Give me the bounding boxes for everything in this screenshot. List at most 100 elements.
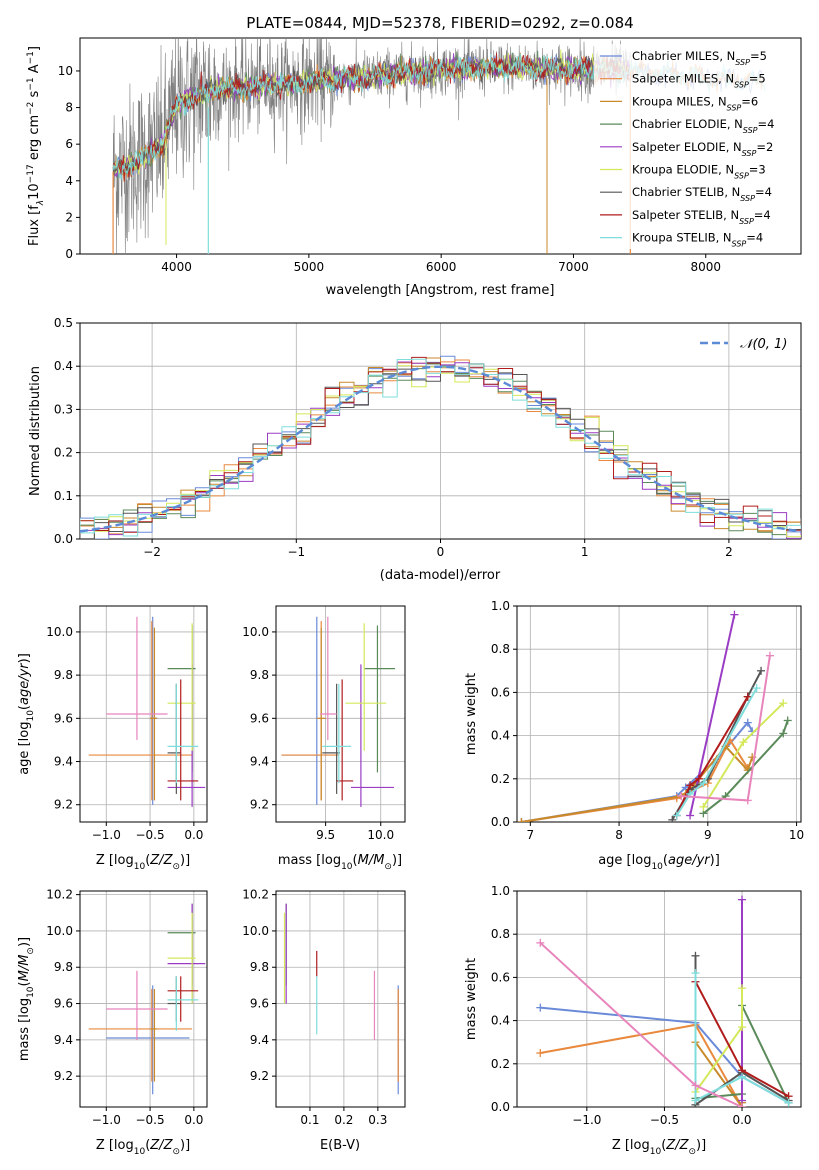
- mass-z-frame: [79, 890, 208, 1108]
- mass-z-xlabel: Z [log10(Z/Z⊙)]: [96, 1138, 190, 1157]
- y-tick-label: 9.6: [250, 711, 269, 725]
- age-mass-xlabel: mass [log10(M/M⊙)]: [278, 853, 402, 872]
- x-tick-label: 6000: [426, 260, 457, 274]
- legend-label: Chabrier ELODIE, NSSP=4: [632, 117, 774, 135]
- x-tick-label: 2: [725, 545, 733, 559]
- weight-z-frame: [516, 890, 802, 1108]
- mass-z-ylabel: mass [log10(M/M⊙)]: [17, 937, 36, 1061]
- residuals-frame: [79, 322, 802, 540]
- x-tick-label: 0.0: [184, 1113, 203, 1127]
- y-tick-label: 10: [58, 64, 73, 78]
- spectrum-plot: [112, 38, 766, 254]
- weight-z-axes: −1.0 −0.5 0.0 0.0 0.2 0.4 0.6 0.8 1.0: [491, 884, 802, 1127]
- y-tick-label: 0.8: [491, 927, 510, 941]
- series-line-krou-stelib: [675, 687, 758, 817]
- x-tick-label: 5000: [294, 260, 325, 274]
- y-tick-label: 10.2: [46, 888, 73, 902]
- y-tick-label: 9.4: [250, 1033, 269, 1047]
- y-tick-label: 6: [65, 137, 73, 151]
- series-line-chab-elodie: [702, 720, 789, 815]
- y-tick-label: 1.0: [491, 884, 510, 898]
- residuals-axes: −2 −1 0 1 2 0.0 0.1 0.2 0.3 0.4 0.5: [54, 316, 802, 559]
- y-tick-label: 0.0: [54, 532, 73, 546]
- x-tick-label: 0.3: [368, 1113, 387, 1127]
- y-tick-label: 9.6: [250, 997, 269, 1011]
- observed-spectrum: [112, 38, 631, 254]
- figure-title: PLATE=0844, MJD=52378, FIBERID=0292, z=0…: [246, 14, 633, 32]
- legend-label: 𝒩(0, 1): [740, 337, 787, 352]
- age-z-axes: −1.0 −0.5 0.0 9.2 9.4 9.6 9.8 10.0: [46, 605, 208, 842]
- mass-ebv-xlabel: E(B-V): [320, 1138, 360, 1153]
- age-z-plot: [88, 616, 206, 807]
- residuals-ylabel: Normed distribution: [28, 366, 43, 496]
- x-tick-label: 10.0: [367, 828, 394, 842]
- y-tick-label: 9.8: [54, 668, 73, 682]
- spectrum-legend: Chabrier MILES, NSSP=5 Salpeter MILES, NS…: [594, 44, 796, 249]
- y-tick-label: 0.4: [491, 729, 510, 743]
- y-tick-label: 0.1: [54, 489, 73, 503]
- y-tick-label: 0.2: [491, 1057, 510, 1071]
- x-tick-label: 0.0: [732, 1113, 751, 1127]
- legend-label: Chabrier MILES, NSSP=5: [632, 49, 767, 67]
- y-tick-label: 9.2: [250, 798, 269, 812]
- weight-age-frame: [516, 605, 802, 823]
- y-tick-label: 9.2: [250, 1069, 269, 1083]
- age-z-xlabel: Z [log10(Z/Z⊙)]: [96, 853, 190, 872]
- x-tick-label: −1.0: [572, 1113, 601, 1127]
- residuals-xlabel: (data-model)/error: [380, 568, 501, 583]
- y-tick-label: 10.0: [242, 625, 269, 639]
- x-tick-label: 4000: [161, 260, 192, 274]
- spectrum-xlabel: wavelength [Angstrom, rest frame]: [326, 283, 555, 298]
- age-z-ylabel: age [log10(age/yr)]: [17, 653, 36, 775]
- x-tick-label: 8: [615, 828, 623, 842]
- spectrum-axes: 4000 5000 6000 7000 8000 0 2 4 6 8 10: [58, 37, 802, 274]
- y-tick-label: 0.3: [54, 402, 73, 416]
- mass-z-axes: −1.0 −0.5 0.0 9.2 9.4 9.6 9.8 10.0 10.2: [46, 888, 208, 1127]
- x-tick-label: 0.0: [184, 828, 203, 842]
- legend-label: Kroupa STELIB, NSSP=4: [632, 231, 763, 249]
- legend-label: Salpeter STELIB, NSSP=4: [632, 208, 771, 226]
- weight-z-plot: [536, 895, 793, 1107]
- mass-ebv-axes: 0.1 0.2 0.3 9.2 9.4 9.6 9.8 10.0 10.2: [242, 888, 406, 1127]
- y-tick-label: 10.0: [46, 625, 73, 639]
- x-tick-label: −1.0: [92, 828, 121, 842]
- age-mass-axes: 9.5 10.0 9.2 9.4 9.6 9.8 10.0: [242, 605, 406, 842]
- y-tick-label: 0.0: [491, 1100, 510, 1114]
- x-tick-label: −0.5: [650, 1113, 679, 1127]
- mass-ebv-plot: [283, 903, 399, 1095]
- x-tick-label: 0: [437, 545, 445, 559]
- y-tick-label: 0: [65, 247, 73, 261]
- y-tick-label: 9.8: [250, 960, 269, 974]
- x-tick-label: 10: [789, 828, 804, 842]
- y-tick-label: 9.6: [54, 711, 73, 725]
- residual-hist-krou-stelib: [80, 358, 801, 537]
- weight-age-xlabel: age [log10(age/yr)]: [598, 853, 720, 872]
- y-tick-label: 0.0: [491, 815, 510, 829]
- series-line-krou-miles: [521, 744, 754, 822]
- weight-age-ylabel: mass weight: [464, 673, 479, 755]
- x-tick-label: −1.0: [92, 1113, 121, 1127]
- x-tick-label: 0.1: [300, 1113, 319, 1127]
- spectrum-ylabel: Flux [fλ10−17 erg cm−2 s−1 A−1]: [26, 46, 46, 246]
- y-tick-label: 0.6: [491, 685, 510, 699]
- y-tick-label: 9.4: [250, 755, 269, 769]
- x-tick-label: 0.2: [334, 1113, 353, 1127]
- x-tick-label: −0.5: [135, 1113, 164, 1127]
- y-tick-label: 9.4: [54, 1033, 73, 1047]
- series-line-chab-miles: [521, 720, 754, 822]
- y-tick-label: 0.4: [54, 359, 73, 373]
- legend-label: Kroupa ELODIE, NSSP=3: [632, 163, 766, 181]
- series-line-salp-stelib: [675, 696, 749, 816]
- spectrum-frame: [79, 37, 802, 255]
- legend-label: Salpeter ELODIE, NSSP=2: [632, 140, 773, 158]
- y-tick-label: 0.8: [491, 642, 510, 656]
- y-tick-label: 10.0: [242, 924, 269, 938]
- y-tick-label: 9.8: [54, 960, 73, 974]
- mass-z-plot: [88, 903, 206, 1095]
- legend-label: Kroupa MILES, NSSP=6: [632, 94, 758, 112]
- gaussian-curve: [80, 365, 801, 533]
- y-tick-label: 9.2: [54, 1069, 73, 1083]
- weight-age-axes: 7 8 9 10 0.0 0.2 0.4 0.6 0.8 1.0: [491, 599, 804, 842]
- age-mass-frame: [275, 605, 406, 823]
- weight-age-plot: [517, 610, 792, 822]
